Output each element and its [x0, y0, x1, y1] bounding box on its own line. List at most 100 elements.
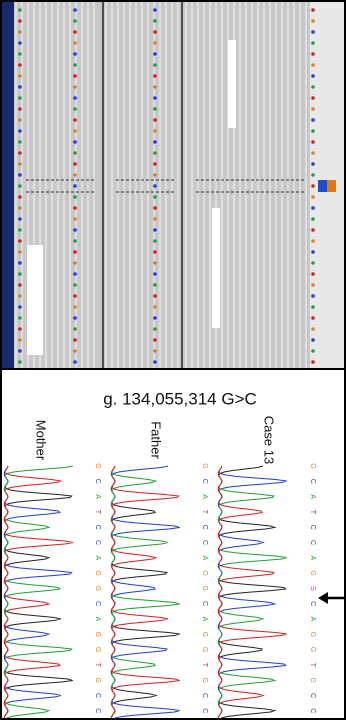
base-call: C — [309, 525, 316, 530]
base-dot — [73, 294, 77, 298]
base-dot — [153, 118, 157, 122]
figure: g. 134,055,314 G>C GCATCCAGSCAGGTGCCCase… — [0, 0, 346, 720]
base-dot — [18, 206, 22, 210]
base-dot — [18, 283, 22, 287]
base-dot — [311, 85, 315, 89]
base-dot — [153, 74, 157, 78]
base-dot — [153, 30, 157, 34]
base-dot — [153, 272, 157, 276]
base-dot — [153, 228, 157, 232]
base-dot — [73, 74, 77, 78]
base-dot — [18, 228, 22, 232]
gap — [27, 245, 43, 355]
base-dot — [73, 184, 77, 188]
base-call: G — [309, 570, 316, 575]
base-call: C — [94, 693, 101, 698]
base-dot — [18, 151, 22, 155]
base-call: C — [309, 693, 316, 698]
base-dot — [153, 85, 157, 89]
base-dot — [18, 63, 22, 67]
base-dot — [311, 41, 315, 45]
base-dot — [153, 162, 157, 166]
sample-label: Father — [149, 421, 164, 459]
base-dot — [73, 272, 77, 276]
base-call: G — [201, 677, 208, 682]
base-dot — [18, 239, 22, 243]
base-dot — [311, 118, 315, 122]
base-call: G — [309, 463, 316, 468]
base-dot — [153, 349, 157, 353]
base-dot — [153, 184, 157, 188]
base-dot — [153, 250, 157, 254]
base-dot — [153, 294, 157, 298]
base-call: C — [201, 479, 208, 484]
base-dot — [153, 52, 157, 56]
base-dot — [73, 19, 77, 23]
base-dot — [153, 360, 157, 364]
base-dot — [311, 52, 315, 56]
base-call: T — [94, 510, 101, 515]
base-call: G — [201, 463, 208, 468]
base-dot — [153, 173, 157, 177]
base-call: G — [309, 632, 316, 637]
base-dot — [311, 30, 315, 34]
base-dot — [18, 360, 22, 364]
base-dot — [73, 338, 77, 342]
base-call: G — [201, 632, 208, 637]
base-call: G — [94, 586, 101, 591]
gap — [212, 208, 220, 328]
base-dot — [311, 8, 315, 12]
base-dot — [18, 85, 22, 89]
base-dot — [18, 349, 22, 353]
base-call: C — [201, 525, 208, 530]
base-dot — [18, 327, 22, 331]
base-dot — [73, 173, 77, 177]
base-dot — [311, 327, 315, 331]
base-call: C — [94, 540, 101, 545]
base-call: C — [309, 540, 316, 545]
base-dot — [311, 316, 315, 320]
base-dot — [311, 228, 315, 232]
base-dot — [153, 261, 157, 265]
base-dot — [18, 316, 22, 320]
base-dot — [311, 283, 315, 287]
gap — [228, 40, 236, 128]
base-dot — [73, 162, 77, 166]
base-dot — [311, 305, 315, 309]
base-dot — [73, 52, 77, 56]
base-dot — [73, 151, 77, 155]
base-dot — [311, 239, 315, 243]
base-dot — [153, 63, 157, 67]
base-call: C — [201, 540, 208, 545]
base-dot — [73, 129, 77, 133]
base-dot — [73, 85, 77, 89]
base-dot — [153, 206, 157, 210]
base-dot — [311, 294, 315, 298]
base-call: C — [94, 479, 101, 484]
base-dot — [18, 74, 22, 78]
base-call: C — [201, 693, 208, 698]
base-dot — [311, 195, 315, 199]
base-dot — [73, 206, 77, 210]
base-dot — [311, 140, 315, 144]
base-dot — [153, 316, 157, 320]
igv-panel — [2, 2, 344, 368]
base-dot — [18, 195, 22, 199]
base-dot — [18, 250, 22, 254]
base-dot — [73, 327, 77, 331]
base-dot — [153, 151, 157, 155]
base-dot — [153, 140, 157, 144]
base-dot — [153, 239, 157, 243]
base-dot — [73, 228, 77, 232]
base-dot — [311, 162, 315, 166]
base-dot — [18, 19, 22, 23]
base-dot — [311, 217, 315, 221]
base-call: A — [309, 617, 316, 622]
base-call: A — [201, 494, 208, 499]
base-dot — [153, 41, 157, 45]
base-dot — [18, 30, 22, 34]
base-dot — [18, 173, 22, 177]
base-call: C — [309, 479, 316, 484]
base-dot — [153, 283, 157, 287]
base-call: G — [94, 570, 101, 575]
